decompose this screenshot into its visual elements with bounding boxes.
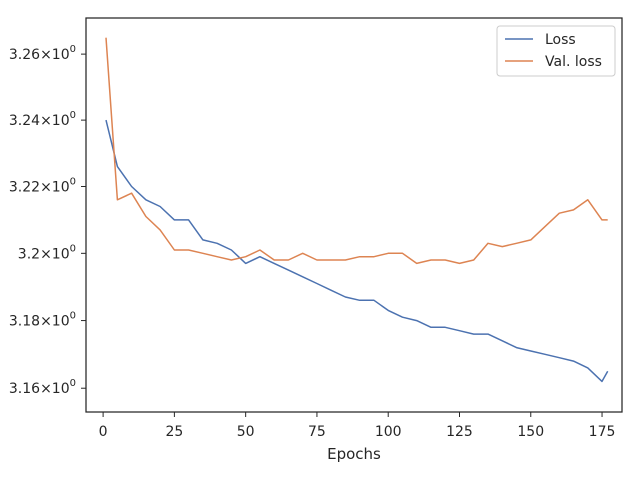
- series-line-1: [105, 37, 608, 265]
- y-tick-label: 3.2×100: [18, 243, 76, 262]
- y-tick-label: 3.22×100: [9, 177, 76, 196]
- series-line-0: [105, 119, 609, 383]
- y-tick-label: 3.24×100: [9, 110, 76, 129]
- x-tick-label: 0: [99, 424, 108, 440]
- legend-label-0: Loss: [545, 32, 576, 48]
- x-tick-label: 100: [375, 424, 402, 440]
- legend: Loss Val. loss: [496, 25, 616, 77]
- y-tick-label: 3.26×100: [9, 44, 76, 63]
- legend-label-1: Val. loss: [545, 54, 602, 70]
- y-tick-label: 3.18×100: [9, 311, 76, 330]
- x-tick-label: 175: [589, 424, 616, 440]
- x-axis: 0 25 50 75 100 125 150 175: [99, 412, 616, 440]
- plot-frame: [85, 17, 623, 413]
- x-tick-label: 25: [165, 424, 183, 440]
- plot-area: [105, 37, 609, 383]
- x-tick-label: 150: [517, 424, 544, 440]
- x-tick-label: 50: [237, 424, 255, 440]
- x-tick-label: 125: [446, 424, 473, 440]
- y-axis: 3.16×100 3.18×100 3.2×100 3.22×100 3.24×100 3…: [9, 44, 86, 397]
- x-axis-label: Epochs: [327, 445, 381, 463]
- x-tick-label: 75: [308, 424, 326, 440]
- y-tick-label: 3.16×100: [9, 378, 76, 397]
